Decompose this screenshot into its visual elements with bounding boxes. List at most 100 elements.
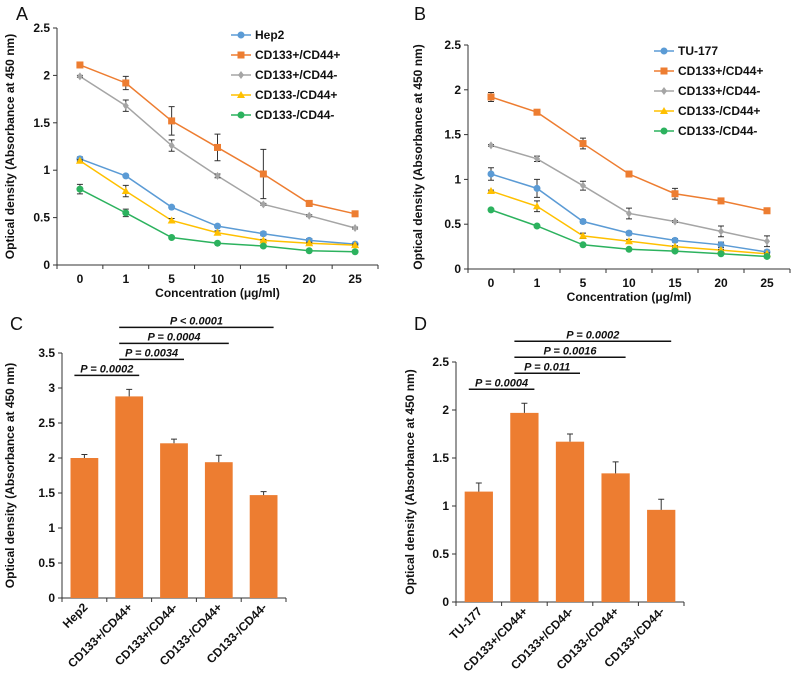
x-tick-label: 20 <box>714 276 728 290</box>
diamond-marker <box>661 87 667 95</box>
x-axis-label: Concentration (μg/ml) <box>155 286 280 300</box>
y-tick-label: 0 <box>442 595 449 609</box>
circle-marker <box>717 241 725 249</box>
bar <box>160 443 188 598</box>
circle-marker <box>763 252 771 260</box>
circle-marker <box>717 250 725 258</box>
diamond-marker <box>626 209 632 218</box>
y-tick-label: 3.5 <box>38 346 55 360</box>
bar <box>249 495 278 598</box>
square-marker <box>76 61 84 69</box>
diamond-marker <box>214 171 221 180</box>
square-marker <box>660 67 668 75</box>
circle-marker <box>214 239 221 247</box>
square-marker <box>122 79 130 87</box>
y-tick-label: 1.5 <box>33 116 50 130</box>
diamond-marker <box>534 154 540 163</box>
y-tick-label: 2 <box>442 403 449 417</box>
y-tick-label: 1 <box>442 499 449 513</box>
diamond-marker <box>764 237 770 246</box>
legend-label: CD133+/CD44- <box>678 84 760 98</box>
y-tick-label: 1.5 <box>38 486 55 500</box>
bar <box>510 412 539 602</box>
y-tick-label: 2.5 <box>444 38 461 52</box>
circle-marker <box>168 234 176 242</box>
error-bar <box>567 433 573 442</box>
diamond-marker <box>168 141 175 150</box>
panel-D: D 0 0.5 1 1.5 2 2.5 Optical density (Absorbance… <box>403 314 685 675</box>
error-bar <box>475 482 482 492</box>
y-tick-label: 1 <box>43 163 50 177</box>
error-bar <box>215 454 222 463</box>
circle-marker <box>305 247 313 255</box>
panel-label: B <box>414 4 426 24</box>
x-tick-label: TU-177 <box>447 604 485 642</box>
triangle-marker <box>660 107 668 114</box>
bar <box>115 396 144 598</box>
p-value-label: P = 0.0002 <box>566 329 619 341</box>
triangle-marker <box>167 216 176 224</box>
square-marker <box>671 190 679 198</box>
bar <box>464 491 493 602</box>
y-axis-label: Optical density (Absorbance at 450 nm) <box>3 363 17 588</box>
diamond-marker <box>76 72 83 81</box>
y-axis-label: Optical density (Absorbance at 450 nm) <box>403 369 417 594</box>
square-marker <box>237 51 245 59</box>
series-line <box>490 190 768 255</box>
x-tick-label: 0 <box>77 272 84 286</box>
legend-label: CD133-/CD44+ <box>678 104 760 118</box>
circle-marker <box>671 236 679 244</box>
x-tick-label: 10 <box>211 272 225 286</box>
legend-label: CD133+/CD44+ <box>678 64 763 78</box>
x-tick-label: 15 <box>257 272 271 286</box>
x-axis-label: Concentration (μg/ml) <box>567 290 692 304</box>
diamond-marker <box>580 181 586 190</box>
y-tick-label: 1.5 <box>432 451 449 465</box>
triangle-marker <box>305 239 314 247</box>
y-tick-label: 2.5 <box>33 21 50 35</box>
circle-marker <box>351 248 359 256</box>
y-tick-label: 2.5 <box>38 416 55 430</box>
diamond-marker <box>306 211 313 220</box>
y-tick-label: 0.5 <box>38 556 55 570</box>
legend-label: CD133+/CD44+ <box>255 48 340 62</box>
triangle-marker <box>213 228 222 236</box>
y-tick-label: 2 <box>48 451 55 465</box>
triangle-marker <box>351 241 360 249</box>
p-value-label: P < 0.0001 <box>170 315 223 327</box>
y-tick-label: 0.5 <box>432 547 449 561</box>
y-tick-label: 0.5 <box>33 211 50 225</box>
y-tick-label: 1 <box>48 521 55 535</box>
circle-marker <box>533 222 541 230</box>
diamond-marker <box>718 227 724 236</box>
y-tick-label: 2.5 <box>432 355 449 369</box>
circle-marker <box>487 170 495 178</box>
circle-marker <box>214 222 221 230</box>
y-tick-label: 3 <box>48 381 55 395</box>
circle-marker <box>660 47 668 55</box>
bar <box>204 462 233 598</box>
circle-marker <box>168 203 176 211</box>
circle-marker <box>487 206 495 214</box>
error-bar <box>658 498 665 510</box>
error-bar <box>81 454 88 458</box>
triangle-marker <box>579 231 587 239</box>
x-tick-label: 20 <box>303 272 317 286</box>
series-line <box>490 144 768 242</box>
circle-marker <box>625 229 633 237</box>
square-marker <box>214 143 221 151</box>
circle-marker <box>579 241 587 249</box>
square-marker <box>625 170 633 178</box>
panel-label: C <box>10 314 23 334</box>
circle-marker <box>237 31 245 39</box>
legend-label: CD133-/CD44- <box>678 124 757 138</box>
error-bar <box>260 491 267 496</box>
circle-marker <box>122 172 130 180</box>
triangle-marker <box>75 156 84 164</box>
diamond-marker <box>122 101 129 110</box>
y-tick-label: 2 <box>454 83 461 97</box>
y-tick-label: 0.5 <box>444 217 461 231</box>
y-tick-label: 1.5 <box>444 128 461 142</box>
square-marker <box>533 108 541 116</box>
error-bar <box>612 461 619 474</box>
